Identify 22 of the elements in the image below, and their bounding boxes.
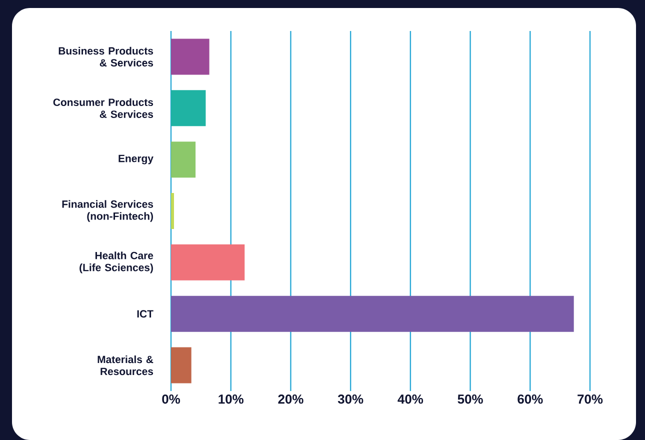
x-tick-label: 10% [218, 394, 244, 404]
y-tick-label: Materials & Resources [98, 355, 154, 376]
y-tick-label: Business Products & Services [58, 46, 154, 67]
y-tick-label: ICT [137, 310, 154, 318]
y-tick-label: Health Care (Life Sciences) [80, 252, 154, 274]
x-tick-label: 70% [578, 394, 603, 404]
x-tick-label: 60% [518, 394, 543, 404]
bar [171, 347, 192, 384]
y-tick-label: Consumer Products & Services [53, 98, 154, 118]
x-tick-label: 30% [338, 394, 364, 404]
y-tick-label: Energy [118, 154, 154, 164]
x-tick-label: 0% [162, 394, 180, 404]
x-tick-label: 40% [398, 394, 424, 404]
bar [171, 296, 574, 332]
bar [171, 90, 206, 126]
bar [171, 38, 210, 75]
bar [171, 142, 196, 178]
bar [171, 244, 245, 280]
x-tick-label: 20% [278, 394, 304, 404]
x-tick-label: 50% [458, 394, 483, 404]
bar [171, 193, 174, 230]
y-tick-label: Financial Services (non-Fintech) [62, 200, 154, 222]
